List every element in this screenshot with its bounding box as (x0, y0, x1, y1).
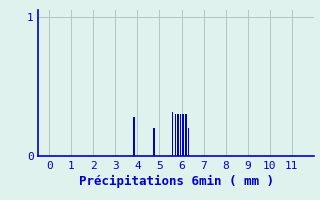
Bar (172, 112, 173, 156)
Bar (133, 117, 135, 156)
Bar (185, 114, 187, 156)
X-axis label: Précipitations 6min ( mm ): Précipitations 6min ( mm ) (78, 175, 274, 188)
Bar (180, 114, 181, 156)
Bar (188, 128, 189, 156)
Bar (177, 114, 179, 156)
Bar (153, 128, 155, 156)
Bar (182, 114, 184, 156)
Bar (175, 114, 176, 156)
